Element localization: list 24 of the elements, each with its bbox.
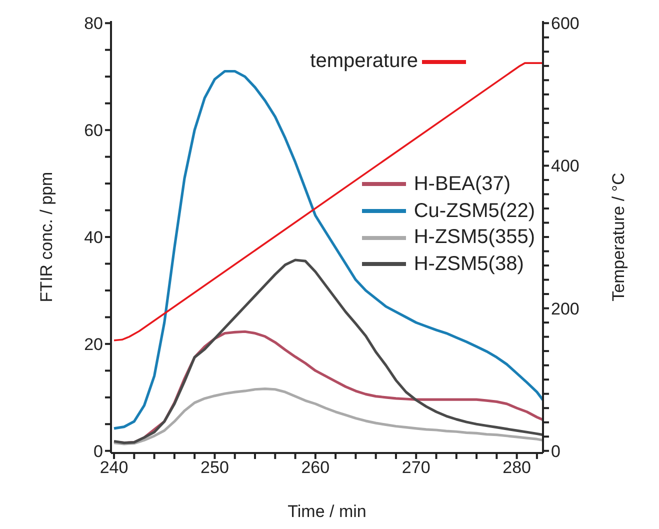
legend-label: H-BEA(37) — [414, 172, 511, 197]
line-series — [112, 388, 543, 446]
x-axis-title: Time / min — [288, 502, 366, 521]
text: temperature — [310, 50, 418, 73]
x-tick-label: 250 — [200, 458, 229, 478]
legend-label: H-ZSM5(355) — [414, 225, 535, 250]
x-tick-label: 260 — [301, 458, 330, 478]
y-axis-title: FTIR conc. / ppm — [37, 172, 56, 302]
line-series — [112, 70, 543, 430]
y-tick-label: 40 — [84, 228, 103, 248]
y-tick-label: 80 — [84, 14, 103, 34]
y-tick-label: 0 — [94, 442, 103, 461]
x-tick-label: 270 — [402, 458, 430, 478]
x-tick-label: 240 — [100, 458, 128, 478]
y-tick-label: 20 — [84, 334, 103, 354]
y2-axis-title: Temperature / °C — [609, 172, 628, 302]
y-tick-label: 60 — [84, 121, 103, 140]
x-tick-label: 280 — [502, 458, 532, 478]
y2-tick-label: 400 — [551, 156, 580, 176]
y2-tick-label: 600 — [551, 14, 580, 34]
y2-tick-label: 0 — [551, 442, 560, 461]
legend-label: Cu-ZSM5(22) — [414, 198, 535, 224]
y2-tick-label: 200 — [551, 299, 580, 318]
legend-label: H-ZSM5(38) — [414, 252, 524, 278]
